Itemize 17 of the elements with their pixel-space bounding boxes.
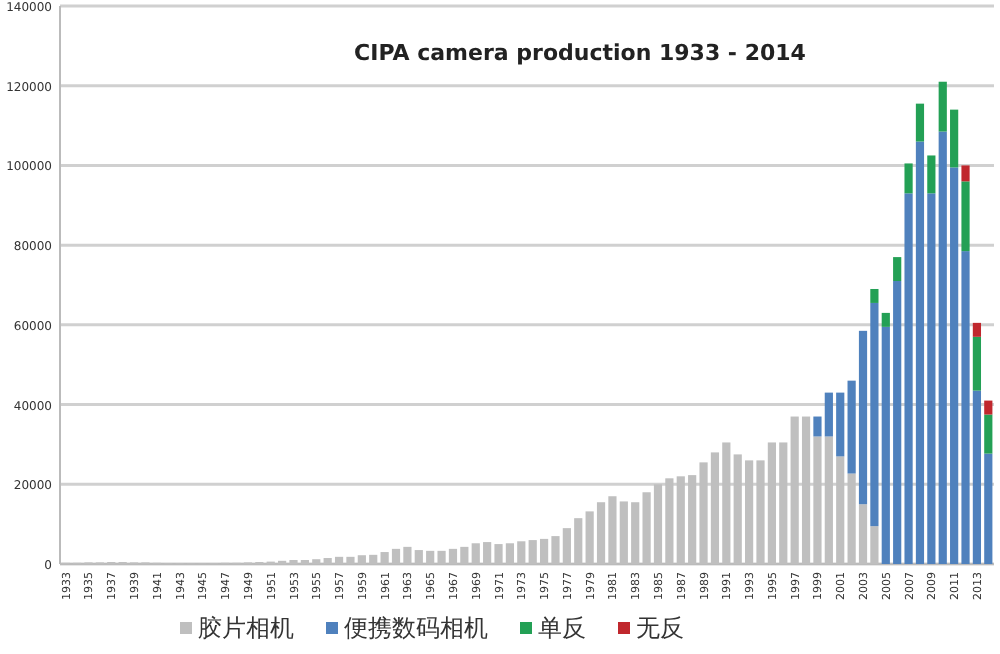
legend-label: 单反: [538, 614, 586, 642]
bar: [927, 155, 936, 194]
bar: [881, 312, 890, 327]
bar: [984, 400, 993, 415]
bar: [961, 181, 970, 252]
bar: [904, 163, 913, 194]
bar: [870, 288, 879, 303]
legend-label: 无反: [636, 614, 684, 642]
bar: [972, 336, 982, 391]
bar: [961, 165, 970, 182]
bar: [972, 322, 982, 337]
text: CIPA camera production 1933 - 2014: [354, 40, 807, 66]
bar: [893, 257, 902, 282]
bar: [915, 103, 925, 142]
legend-label: 便携数码相机: [344, 614, 488, 642]
legend-label: 胶片相机: [198, 614, 294, 642]
bar: [984, 414, 993, 454]
